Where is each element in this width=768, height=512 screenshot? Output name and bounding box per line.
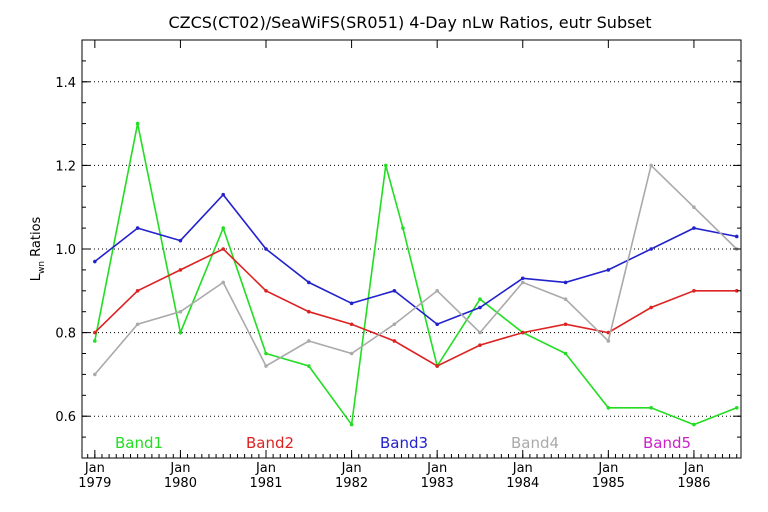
data-point-band4: [649, 163, 653, 168]
data-point-band2: [692, 289, 696, 293]
data-point-band3: [178, 238, 183, 243]
data-point-band1: [563, 351, 568, 356]
data-point-band3: [93, 259, 97, 264]
data-point-band4: [435, 289, 439, 293]
x-tick-label-month: Jan: [512, 461, 533, 476]
x-tick-label-year: 1982: [335, 476, 368, 491]
data-point-band3: [520, 276, 525, 281]
grid: [82, 81, 741, 417]
data-point-band2: [478, 343, 482, 347]
x-tick-label-month: Jan: [255, 461, 276, 476]
data-point-band2: [392, 339, 397, 343]
data-point-band2: [178, 268, 183, 272]
y-axis-ticks: 0.6 0.8 1.0 1.2 1.4: [55, 39, 741, 459]
data-point-band1: [93, 339, 97, 343]
data-point-band4: [264, 364, 268, 368]
data-point-band3: [349, 301, 354, 306]
data-point-band2: [734, 289, 739, 293]
series-line-band2: [94, 248, 737, 367]
data-point-band3: [563, 280, 568, 285]
x-tick-label-year: 1983: [421, 476, 454, 491]
data-point-band4: [606, 339, 611, 343]
x-tick-label-year: 1979: [78, 476, 111, 491]
data-point-band4: [520, 280, 525, 285]
data-point-band1: [178, 330, 183, 335]
data-point-band3: [306, 280, 311, 285]
data-point-band2: [264, 289, 268, 293]
data-point-band1: [692, 422, 696, 427]
y-tick-label: 1.2: [55, 159, 76, 174]
data-point-band1: [734, 406, 739, 410]
x-tick-label-year: 1986: [677, 476, 710, 491]
data-point-band4: [93, 372, 97, 377]
x-tick-label-year: 1980: [164, 476, 197, 491]
y-tick-label: 1.4: [55, 76, 76, 91]
data-point-band3: [478, 305, 482, 310]
series-line-band4: [94, 163, 738, 375]
data-point-band2: [606, 330, 611, 335]
data-point-band3: [392, 289, 397, 293]
x-tick-label-month: Jan: [597, 461, 618, 476]
data-point-band4: [221, 280, 226, 285]
data-point-band3: [606, 268, 611, 272]
x-tick-label-month: Jan: [341, 461, 362, 476]
legend-item-band4: Band4: [511, 434, 559, 452]
data-point-band1: [264, 351, 268, 356]
data-point-band2: [221, 247, 226, 251]
data-point-band2: [435, 364, 439, 368]
legend: Band1 Band2 Band3 Band4 Band5: [115, 434, 691, 452]
data-point-band3: [734, 234, 739, 239]
series-lines: [93, 121, 739, 427]
legend-item-band1: Band1: [115, 434, 163, 452]
y-tick-label: 0.6: [55, 410, 76, 425]
x-tick-label-year: 1981: [249, 476, 282, 491]
data-point-band2: [520, 330, 525, 335]
data-point-band4: [178, 309, 183, 314]
data-point-band3: [435, 322, 439, 327]
legend-item-band3: Band3: [380, 434, 428, 452]
x-tick-label-month: Jan: [426, 461, 447, 476]
data-point-band1: [349, 422, 354, 427]
data-point-band1: [221, 226, 226, 230]
legend-item-band5: Band5: [643, 434, 691, 452]
x-tick-label-month: Jan: [683, 461, 704, 476]
x-tick-label-month: Jan: [84, 461, 105, 476]
data-point-band3: [692, 226, 696, 230]
data-point-band1: [306, 364, 311, 368]
data-point-band1: [649, 406, 653, 410]
x-tick-label-year: 1984: [506, 476, 539, 491]
data-point-band4: [692, 205, 696, 209]
data-point-band3: [264, 247, 268, 251]
chart-title: CZCS(CT02)/SeaWiFS(SR051) 4-Day nLw Rati…: [168, 13, 651, 32]
data-point-band4: [349, 351, 354, 356]
x-tick-label-year: 1985: [592, 476, 625, 491]
data-point-band4: [563, 297, 568, 301]
data-point-band3: [135, 226, 140, 230]
data-point-band4: [392, 322, 397, 327]
x-tick-label-month: Jan: [169, 461, 190, 476]
data-point-band1: [135, 121, 140, 126]
data-point-band2: [649, 305, 653, 310]
data-point-band2: [563, 322, 568, 327]
data-point-band2: [349, 322, 354, 327]
data-point-band4: [306, 339, 311, 343]
data-point-band1: [401, 226, 405, 230]
y-tick-label: 1.0: [55, 243, 76, 258]
data-point-band1: [478, 297, 482, 301]
data-point-band2: [93, 330, 97, 335]
data-point-band4: [478, 330, 482, 335]
x-axis-ticks: Jan1979Jan1980Jan1981Jan1982Jan1983Jan19…: [78, 40, 738, 491]
data-point-band2: [306, 309, 311, 314]
data-point-band1: [384, 163, 388, 168]
data-point-band3: [221, 192, 226, 197]
legend-item-band2: Band2: [246, 434, 294, 452]
data-point-band4: [135, 322, 140, 327]
y-tick-label: 0.8: [55, 327, 76, 342]
data-point-band1: [606, 406, 611, 410]
series-line-band1: [94, 123, 737, 427]
y-axis-label: Lwn Ratios: [29, 216, 47, 281]
data-point-band3: [649, 247, 653, 251]
data-point-band2: [135, 289, 140, 293]
